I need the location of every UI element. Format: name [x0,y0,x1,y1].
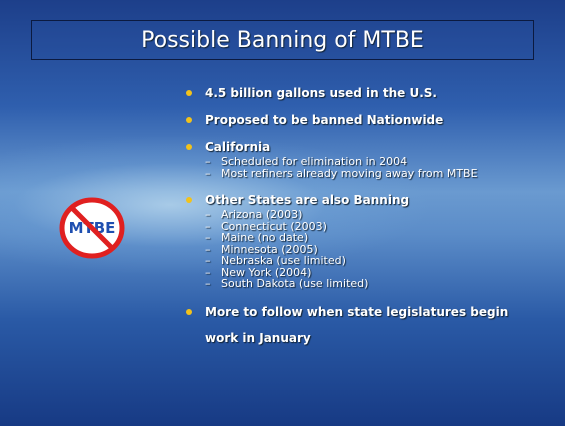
bullet-list: 4.5 billion gallons used in the U.S. Prop… [186,84,526,360]
sub-list: Scheduled for elimination in 2004Most re… [186,156,526,179]
bullet-item: More to follow when state legislatures b… [186,299,526,351]
bullet-item: Proposed to be banned Nationwide [186,111,526,129]
sub-list: Arizona (2003)Connecticut (2003)Maine (n… [186,209,526,290]
sub-bullet: New York (2004) [205,266,526,279]
bullet-item: Other States are also BanningArizona (20… [186,191,526,290]
bullet-text: California [186,138,526,156]
sub-bullet: Nebraska (use limited) [205,255,526,267]
sub-bullet: Minnesota (2005) [205,243,526,256]
sub-bullet: South Dakota (use limited) [205,278,526,290]
sub-bullet: Connecticut (2003) [205,220,526,233]
bullet-text: 4.5 billion gallons used in the U.S. [186,84,526,102]
bullet-item: 4.5 billion gallons used in the U.S. [186,84,526,102]
sub-bullet: Arizona (2003) [205,209,526,221]
bullet-item: CaliforniaScheduled for elimination in 2… [186,138,526,179]
bullet-text: More to follow when state legislatures b… [186,299,526,351]
bullet-text: Other States are also Banning [186,191,526,209]
slide-title: Possible Banning of MTBE [31,20,534,60]
sub-bullet: Most refiners already moving away from M… [205,167,526,180]
bullet-text: Proposed to be banned Nationwide [186,111,526,129]
sub-bullet: Scheduled for elimination in 2004 [205,156,526,168]
no-mtbe-icon: MTBE [59,197,125,259]
sub-bullet: Maine (no date) [205,232,526,244]
